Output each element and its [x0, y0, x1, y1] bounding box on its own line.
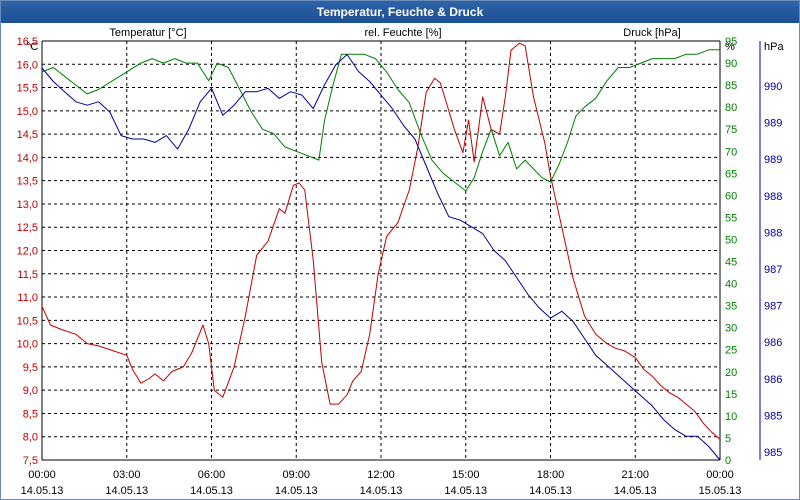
x-tick-date: 14.05.13	[275, 485, 318, 497]
pressure-tick-label: 985	[764, 410, 782, 422]
temperature-tick-label: 15,5	[17, 83, 38, 95]
temperature-tick-label: 7,5	[23, 455, 38, 467]
x-tick-time: 18:00	[537, 469, 565, 481]
pressure-tick-label: 985	[764, 447, 782, 459]
temperature-tick-label: 10,5	[17, 315, 38, 327]
x-tick-time: 00:00	[706, 469, 734, 481]
temperature-tick-label: 10,0	[17, 339, 38, 351]
pressure-tick-label: 989	[764, 118, 782, 130]
humidity-tick-label: 85	[725, 80, 737, 92]
axis-layer: 7,5 8,0 8,5 9,0 9,5 10,0 10,5 11,0 11,5 12,0 12,5 1…	[17, 36, 783, 497]
window-title: Temperatur, Feuchte & Druck	[1, 1, 799, 23]
humidity-tick-label: 90	[725, 58, 737, 70]
pressure-tick-label: 988	[764, 191, 782, 203]
x-tick-date: 14.05.13	[360, 485, 403, 497]
temperature-tick-label: 11,0	[17, 292, 38, 304]
humidity-tick-label: 65	[725, 168, 737, 180]
temperature-tick-label: 15,0	[17, 106, 38, 118]
pressure-tick-label: 987	[764, 264, 782, 276]
pressure-tick-label: 990	[764, 81, 782, 93]
humidity-unit-label: %	[725, 41, 735, 53]
humidity-tick-label: 10	[725, 411, 737, 423]
humidity-tick-label: 80	[725, 102, 737, 114]
humidity-tick-label: 25	[725, 345, 737, 357]
humidity-tick-label: 75	[725, 124, 737, 136]
temperature-tick-label: 14,0	[17, 152, 38, 164]
x-tick-time: 03:00	[113, 469, 141, 481]
temperature-tick-label: 16,5	[17, 36, 38, 48]
x-tick-time: 21:00	[621, 469, 649, 481]
x-tick-date: 14.05.13	[614, 485, 657, 497]
humidity-tick-label: 20	[725, 367, 737, 379]
humidity-tick-label: 45	[725, 257, 737, 269]
temperature-axis-title: Temperatur [°C]	[109, 27, 186, 39]
x-tick-time: 00:00	[28, 469, 56, 481]
x-tick-time: 09:00	[282, 469, 310, 481]
humidity-axis-title: rel. Feuchte [%]	[364, 27, 441, 39]
temperature-tick-label: 16,0	[17, 59, 38, 71]
humidity-series-line	[41, 49, 720, 192]
x-tick-date: 14.05.13	[444, 485, 487, 497]
temperature-tick-label: 13,0	[17, 199, 38, 211]
humidity-tick-label: 70	[725, 146, 737, 158]
x-tick-date: 15.05.13	[699, 485, 742, 497]
pressure-tick-label: 988	[764, 227, 782, 239]
pressure-tick-label: 989	[764, 154, 782, 166]
temperature-series-line	[41, 42, 721, 440]
x-tick-time: 06:00	[198, 469, 226, 481]
humidity-tick-label: 30	[725, 323, 737, 335]
humidity-tick-label: 40	[725, 279, 737, 291]
temperature-tick-label: 14,5	[17, 129, 38, 141]
temperature-unit-label: °C	[26, 41, 38, 53]
humidity-tick-label: 55	[725, 212, 737, 224]
humidity-tick-label: 35	[725, 301, 737, 313]
x-tick-time: 15:00	[452, 469, 480, 481]
temperature-tick-label: 12,0	[17, 246, 38, 258]
humidity-tick-label: 0	[725, 455, 731, 467]
humidity-tick-label: 50	[725, 234, 737, 246]
temperature-tick-label: 8,5	[23, 408, 38, 420]
temperature-tick-label: 11,5	[17, 269, 38, 281]
humidity-tick-label: 5	[725, 433, 731, 445]
x-tick-date: 14.05.13	[105, 485, 148, 497]
x-tick-time: 12:00	[367, 469, 395, 481]
pressure-tick-label: 986	[764, 337, 782, 349]
x-tick-date: 14.05.13	[21, 485, 64, 497]
humidity-tick-label: 60	[725, 190, 737, 202]
temperature-tick-label: 12,5	[17, 222, 38, 234]
humidity-tick-label: 15	[725, 389, 737, 401]
x-tick-date: 14.05.13	[190, 485, 233, 497]
pressure-unit-label: hPa	[764, 41, 784, 53]
pressure-series-line	[41, 54, 721, 461]
pressure-axis-title: Druck [hPa]	[623, 27, 680, 39]
pressure-tick-label: 986	[764, 374, 782, 386]
pressure-tick-label: 987	[764, 301, 782, 313]
temperature-tick-label: 13,5	[17, 176, 38, 188]
temperature-tick-label: 8,0	[23, 432, 38, 444]
temperature-tick-label: 9,5	[23, 362, 38, 374]
temperature-tick-label: 9,0	[23, 385, 38, 397]
series-layer	[41, 42, 721, 461]
humidity-tick-label: 95	[725, 36, 737, 48]
grid-layer	[41, 40, 721, 461]
x-tick-date: 14.05.13	[529, 485, 572, 497]
